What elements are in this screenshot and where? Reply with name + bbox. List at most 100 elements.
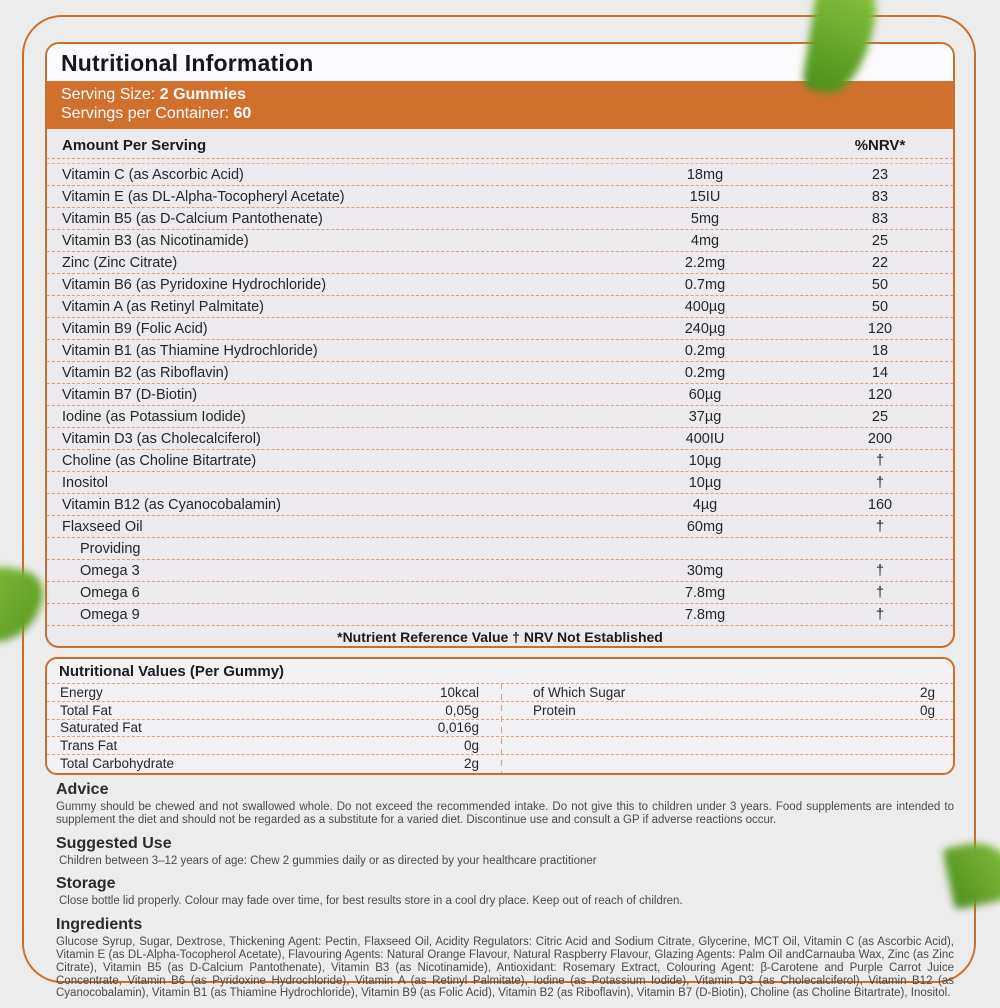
serving-size-line: Serving Size: 2 Gummies xyxy=(61,86,939,105)
suggested-use-heading: Suggested Use xyxy=(56,834,172,852)
servings-value: 60 xyxy=(233,104,252,122)
pg-value: 10kcal xyxy=(439,684,479,700)
nutrient-amount: 10µg xyxy=(688,474,722,491)
pg-label: Total Fat xyxy=(60,702,112,718)
nutrient-name: Vitamin B12 (as Cyanocobalamin) xyxy=(62,496,281,513)
nutrient-nrv: 50 xyxy=(871,298,889,315)
nutrient-name: Vitamin B6 (as Pyridoxine Hydrochloride) xyxy=(62,276,327,293)
table-row: Vitamin E (as DL-Alpha-Tocopheryl Acetat… xyxy=(47,186,953,208)
nutrient-nrv: † xyxy=(875,474,885,491)
nutrient-name: Iodine (as Potassium Iodide) xyxy=(62,408,246,425)
table-row: Flaxseed Oil 60mg † xyxy=(47,516,953,538)
nutrient-amount: 400IU xyxy=(685,430,725,447)
nutrient-name: Vitamin B7 (D-Biotin) xyxy=(62,386,198,403)
label-outer-border xyxy=(22,15,976,983)
nutrient-amount: 7.8mg xyxy=(684,606,726,623)
info-sections: Advice Gummy should be chewed and not sw… xyxy=(56,781,960,1008)
nutrient-name: Vitamin B9 (Folic Acid) xyxy=(62,320,208,337)
nutrient-nrv: 50 xyxy=(871,276,889,293)
pg-value: 0g xyxy=(463,738,479,754)
suggested-use-body: Children between 3–12 years of age: Chew… xyxy=(59,854,597,867)
advice-body: Gummy should be chewed and not swallowed… xyxy=(56,801,954,826)
nutrient-nrv: 160 xyxy=(867,496,893,513)
pg-value: 0g xyxy=(919,702,935,718)
per-gummy-row: Total Fat 0,05g Protein 0g xyxy=(47,700,953,719)
nutrient-amount: 30mg xyxy=(686,562,724,579)
nutrient-name: Vitamin B3 (as Nicotinamide) xyxy=(62,232,249,249)
nutrient-amount: 18mg xyxy=(686,166,724,183)
nutrient-nrv: 25 xyxy=(871,408,889,425)
nutrient-amount: 37µg xyxy=(688,408,722,425)
nutrient-name: Vitamin C (as Ascorbic Acid) xyxy=(62,166,244,183)
nutrient-nrv: † xyxy=(875,562,885,579)
advice-heading: Advice xyxy=(56,781,109,798)
nutrient-nrv: 22 xyxy=(871,254,889,271)
nutrient-name: Omega 9 xyxy=(80,606,140,623)
table-row: Vitamin B2 (as Riboflavin) 0.2mg 14 xyxy=(47,362,953,384)
pg-label: Energy xyxy=(60,684,103,700)
pg-label: Protein xyxy=(533,702,576,718)
nutrient-amount: 4mg xyxy=(690,232,720,249)
pg-label: Trans Fat xyxy=(60,738,118,754)
nutrient-name: Vitamin B2 (as Riboflavin) xyxy=(62,364,229,381)
nutrient-amount: 15IU xyxy=(689,188,721,205)
table-row: Providing xyxy=(47,538,953,560)
pg-label: Total Carbohydrate xyxy=(60,756,175,772)
nutrient-name: Choline (as Choline Bitartrate) xyxy=(62,452,257,469)
table-row: Omega 3 30mg † xyxy=(47,560,953,582)
nutrient-amount: 7.8mg xyxy=(684,584,726,601)
table-row: Vitamin B12 (as Cyanocobalamin) 4µg 160 xyxy=(47,494,953,516)
ingredients-body: Glucose Syrup, Sugar, Dextrose, Thickeni… xyxy=(56,936,954,1000)
col-header-amount-per-serving: Amount Per Serving xyxy=(62,137,207,154)
nutrient-nrv: † xyxy=(875,584,885,601)
nutrient-nrv: 120 xyxy=(867,386,893,403)
pg-value: 2g xyxy=(463,756,479,772)
table-row: Omega 6 7.8mg † xyxy=(47,582,953,604)
header-divider xyxy=(47,158,953,164)
table-row: Vitamin D3 (as Cholecalciferol) 400IU 200 xyxy=(47,428,953,450)
nutrient-amount: 240µg xyxy=(684,320,726,337)
nutrient-nrv: 14 xyxy=(871,364,889,381)
per-gummy-title: Nutritional Values (Per Gummy) xyxy=(59,663,285,680)
per-gummy-row: Total Carbohydrate 2g xyxy=(47,754,953,772)
nutrient-nrv: † xyxy=(875,518,885,535)
table-row: Vitamin B9 (Folic Acid) 240µg 120 xyxy=(47,318,953,340)
nutrient-nrv: 25 xyxy=(871,232,889,249)
pg-value: 2g xyxy=(919,684,935,700)
page-title: Nutritional Information xyxy=(61,50,314,76)
servings-label: Servings per Container: xyxy=(61,104,234,122)
table-row: Vitamin A (as Retinyl Palmitate) 400µg 50 xyxy=(47,296,953,318)
nutrient-name: Vitamin B1 (as Thiamine Hydrochloride) xyxy=(62,342,318,359)
nrv-footnote: *Nutrient Reference Value † NRV Not Esta… xyxy=(337,629,663,645)
nutrient-name: Flaxseed Oil xyxy=(62,518,143,535)
table-row: Zinc (Zinc Citrate) 2.2mg 22 xyxy=(47,252,953,274)
serving-size-value: 2 Gummies xyxy=(159,86,246,103)
nutrient-nrv: 23 xyxy=(871,166,889,183)
nutrient-amount: 400µg xyxy=(684,298,726,315)
pg-value: 0,05g xyxy=(445,702,479,718)
nutrient-amount: 2.2mg xyxy=(684,254,726,271)
per-gummy-row: Energy 10kcal of Which Sugar 2g xyxy=(47,683,953,701)
column-divider xyxy=(501,683,502,773)
pg-label: Saturated Fat xyxy=(60,720,142,736)
serving-banner: Serving Size: 2 Gummies Servings per Con… xyxy=(47,81,953,129)
col-header-nrv: %NRV* xyxy=(854,137,906,154)
nutrient-name: Omega 3 xyxy=(80,562,140,579)
nutrient-amount: 60µg xyxy=(688,386,722,403)
storage-heading: Storage xyxy=(56,875,116,893)
table-row: Vitamin B7 (D-Biotin) 60µg 120 xyxy=(47,384,953,406)
nutrient-name: Providing xyxy=(80,540,141,557)
nutrient-amount: 10µg xyxy=(688,452,722,469)
title-strip: Nutritional Information xyxy=(47,44,953,81)
table-row: Iodine (as Potassium Iodide) 37µg 25 xyxy=(47,406,953,428)
nutrient-amount: 0.2mg xyxy=(684,364,726,381)
table-header-row: Amount Per Serving %NRV* xyxy=(47,129,953,158)
nutrient-amount: 5mg xyxy=(690,210,720,227)
per-gummy-panel: Nutritional Values (Per Gummy) Energy 10k… xyxy=(45,657,955,775)
nutrient-name: Omega 6 xyxy=(80,584,140,601)
table-row: Omega 9 7.8mg † xyxy=(47,604,953,626)
nutrient-nrv: 200 xyxy=(867,430,893,447)
table-row: Vitamin B3 (as Nicotinamide) 4mg 25 xyxy=(47,230,953,252)
nutrient-amount: 0.7mg xyxy=(684,276,726,293)
nutrition-facts-panel: Nutritional Information Serving Size: 2 … xyxy=(45,42,955,648)
